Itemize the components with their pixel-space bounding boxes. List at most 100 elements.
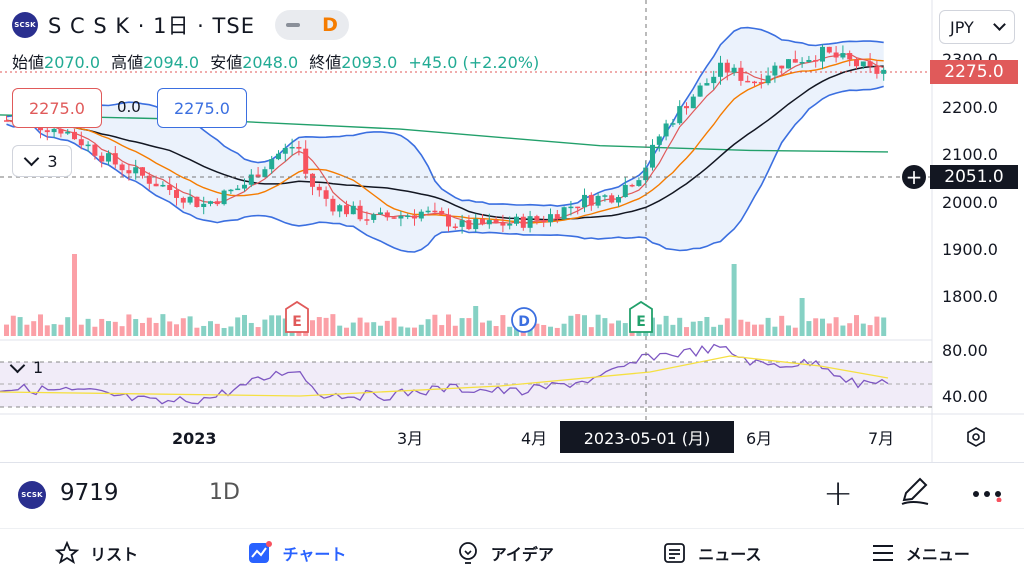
volume-bar <box>697 321 703 336</box>
time-axis-label: 2023 <box>172 429 217 448</box>
candle-body <box>588 194 594 206</box>
volume-bar <box>847 323 853 336</box>
candle-body <box>854 59 859 67</box>
price-chart[interactable]: 2300.02200.02100.02000.01900.01800.080.0… <box>0 0 1024 462</box>
volume-bar <box>813 318 819 336</box>
settings-hexagon-icon[interactable] <box>965 426 987 453</box>
volume-bar <box>153 322 159 336</box>
candle-body <box>840 53 846 58</box>
market-status-pill[interactable]: D <box>274 10 349 40</box>
candle-body <box>731 67 737 73</box>
volume-bar <box>242 314 247 336</box>
more-options-icon[interactable] <box>972 486 1004 506</box>
add-icon[interactable]: + <box>823 473 854 514</box>
volume-bar <box>133 319 139 336</box>
currency-selector[interactable]: JPY <box>939 10 1015 44</box>
volume-bar <box>473 306 479 336</box>
time-axis-label: 6月 <box>746 429 772 448</box>
volume-bar <box>228 326 234 336</box>
candle-body <box>194 196 200 207</box>
candle-body <box>371 214 377 220</box>
candle-body <box>235 188 241 191</box>
candle-body <box>384 212 390 218</box>
candle-body <box>412 215 417 219</box>
minus-icon <box>286 23 301 27</box>
nav-ideas[interactable]: アイデア <box>455 540 554 566</box>
bollinger-upper <box>6 26 884 207</box>
candle-body <box>575 206 581 209</box>
bollinger-lower <box>6 85 884 253</box>
bottom-navigation: リスト チャート アイデア ニュース メニュー <box>0 528 1024 577</box>
volume-bar <box>854 315 859 336</box>
volume-bar <box>126 314 132 336</box>
volume-bar <box>337 325 343 336</box>
symbol-title[interactable]: S C S K · 1日 · TSE <box>48 14 255 38</box>
chevron-down-icon <box>9 357 26 373</box>
candle-body <box>752 81 757 84</box>
candle-body <box>826 46 832 53</box>
volume-bar <box>758 324 764 336</box>
volume-bar <box>738 319 744 336</box>
volume-bar <box>310 320 315 336</box>
volume-bar <box>248 322 254 336</box>
volume-bar <box>51 324 57 336</box>
candle-body <box>72 131 77 140</box>
drawing-pen-icon[interactable] <box>898 474 932 512</box>
candle-body <box>303 148 309 174</box>
candle-body <box>684 106 689 109</box>
candle-body <box>242 184 247 189</box>
candle-body <box>119 164 125 171</box>
volume-bar <box>527 327 533 336</box>
nav-list[interactable]: リスト <box>54 540 138 566</box>
volume-bar <box>622 323 628 336</box>
volume-bar <box>174 324 179 336</box>
nav-chart[interactable]: チャート <box>247 540 347 566</box>
candle-body <box>418 211 424 219</box>
volume-bar <box>330 314 336 336</box>
interval-selector[interactable]: 1D <box>209 480 240 505</box>
volume-bar <box>466 318 472 336</box>
volume-bars <box>4 254 887 336</box>
candle-body <box>480 218 485 225</box>
low-label: 安値 <box>210 53 243 72</box>
candle-body <box>167 184 173 191</box>
volume-bar <box>357 317 363 336</box>
volume-bar <box>167 321 173 336</box>
candle-body <box>78 139 84 146</box>
rsi-count: 1 <box>33 358 44 377</box>
indicators-toggle-button[interactable]: 3 <box>12 145 72 177</box>
close-value: 2093.0 <box>341 53 398 72</box>
rsi-toggle-button[interactable]: 1 <box>9 357 44 377</box>
candle-body <box>758 82 764 84</box>
indicator-value-right[interactable]: 2275.0 <box>157 88 247 128</box>
indicator-value-left[interactable]: 2275.0 <box>12 88 102 128</box>
volume-bar <box>44 325 50 336</box>
volume-bar <box>616 320 621 336</box>
candle-body <box>432 210 438 213</box>
close-label: 終値 <box>309 53 342 72</box>
volume-bar <box>140 322 145 336</box>
candle-body <box>439 210 445 215</box>
volume-bar <box>262 319 268 336</box>
nav-news[interactable]: ニュース <box>662 540 761 566</box>
volume-bar <box>677 317 683 336</box>
volume-bar <box>208 321 213 336</box>
candle-body <box>738 67 744 81</box>
nav-chart-label: チャート <box>282 545 347 564</box>
volume-bar <box>378 325 383 336</box>
volume-bar <box>72 254 77 336</box>
candle-body <box>208 201 213 204</box>
volume-bar <box>112 321 118 336</box>
volume-bar <box>255 327 261 336</box>
candle-body <box>99 155 105 162</box>
volume-bar <box>425 319 431 336</box>
add-alert-plus-icon[interactable]: + <box>902 165 926 189</box>
candle-body <box>711 76 717 84</box>
nav-menu[interactable]: メニュー <box>870 540 970 566</box>
nav-ideas-label: アイデア <box>490 545 554 564</box>
rsi-ma-line <box>0 355 889 397</box>
candle-body <box>833 52 839 58</box>
volume-bar <box>235 317 241 336</box>
symbol-code[interactable]: 9719 <box>60 480 119 506</box>
candle-body <box>534 216 540 221</box>
